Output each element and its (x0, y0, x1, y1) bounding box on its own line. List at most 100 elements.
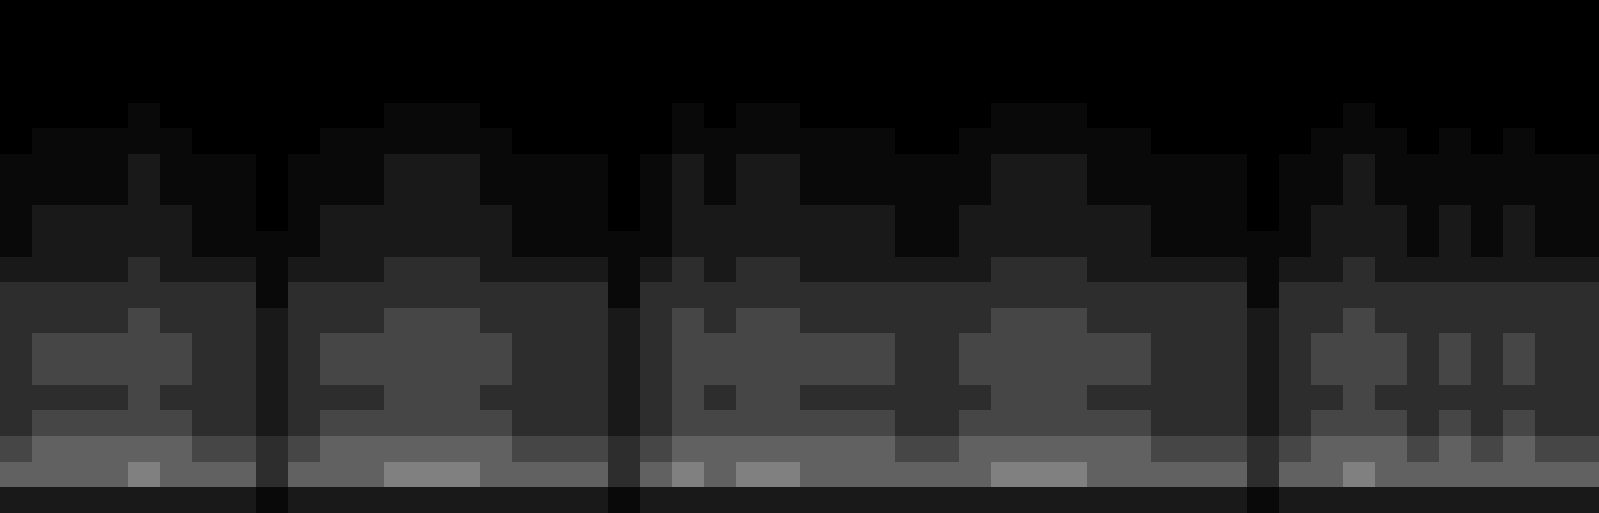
heatmap-cell (608, 462, 641, 488)
heatmap-cell (384, 51, 417, 77)
heatmap-cell (991, 385, 1024, 411)
heatmap-cell (192, 436, 225, 462)
heatmap-cell (512, 436, 545, 462)
heatmap-cell (895, 462, 928, 488)
heatmap-cell (1087, 231, 1120, 257)
heatmap-cell (736, 154, 769, 180)
heatmap-cell (0, 410, 33, 436)
heatmap-cell (1183, 103, 1216, 129)
heatmap-cell (32, 77, 65, 103)
heatmap-cell (224, 231, 257, 257)
heatmap-cell (991, 462, 1024, 488)
heatmap-cell (288, 51, 321, 77)
heatmap-cell (1247, 231, 1280, 257)
heatmap-cell (480, 231, 513, 257)
heatmap-cell (192, 180, 225, 206)
heatmap-cell (512, 231, 545, 257)
heatmap-cell (576, 410, 609, 436)
heatmap-cell (1183, 0, 1216, 26)
heatmap-cell (416, 51, 449, 77)
heatmap-cell (96, 333, 129, 359)
heatmap-cell (1375, 410, 1408, 436)
heatmap-cell (544, 385, 577, 411)
heatmap-cell (1407, 333, 1440, 359)
heatmap-cell (736, 51, 769, 77)
heatmap-cell (480, 180, 513, 206)
heatmap-cell (64, 0, 97, 26)
heatmap-cell (416, 180, 449, 206)
heatmap-cell (736, 410, 769, 436)
heatmap-cell (959, 180, 992, 206)
heatmap-cell (448, 205, 481, 231)
heatmap-cell (576, 257, 609, 283)
heatmap-cell (1055, 26, 1088, 52)
heatmap-cell (448, 0, 481, 26)
heatmap-cell (576, 26, 609, 52)
heatmap-cell (576, 103, 609, 129)
heatmap-cell (1439, 385, 1472, 411)
heatmap-cell (1247, 487, 1280, 513)
heatmap-cell (160, 436, 193, 462)
heatmap-cell (1023, 282, 1056, 308)
heatmap-cell (544, 103, 577, 129)
heatmap-cell (448, 51, 481, 77)
heatmap-cell (895, 308, 928, 334)
heatmap-cell (160, 282, 193, 308)
heatmap-cell (1279, 410, 1312, 436)
heatmap-cell (959, 282, 992, 308)
heatmap-cell (256, 436, 289, 462)
heatmap-cell (736, 180, 769, 206)
heatmap-cell (1343, 26, 1376, 52)
heatmap-cell (128, 436, 161, 462)
heatmap-cell (959, 308, 992, 334)
heatmap-cell (608, 103, 641, 129)
heatmap-cell (32, 410, 65, 436)
heatmap-cell (1535, 128, 1568, 154)
heatmap-cell (192, 282, 225, 308)
heatmap-cell (1023, 359, 1056, 385)
heatmap-cell (256, 51, 289, 77)
heatmap-cell (959, 436, 992, 462)
heatmap-cell (544, 231, 577, 257)
heatmap-cell (544, 410, 577, 436)
heatmap-cell (320, 487, 353, 513)
heatmap-cell (1439, 51, 1472, 77)
heatmap-cell (1279, 26, 1312, 52)
heatmap-cell (416, 333, 449, 359)
heatmap-cell (544, 205, 577, 231)
heatmap-cell (1535, 231, 1568, 257)
heatmap-cell (704, 205, 737, 231)
heatmap-cell (64, 51, 97, 77)
heatmap-cell (1247, 410, 1280, 436)
heatmap-cell (640, 436, 673, 462)
heatmap-cell (1279, 180, 1312, 206)
heatmap-cell (576, 333, 609, 359)
heatmap-cell (1215, 205, 1248, 231)
heatmap-cell (1151, 231, 1184, 257)
heatmap-cell (256, 205, 289, 231)
heatmap-cell (224, 333, 257, 359)
heatmap-cell (640, 128, 673, 154)
heatmap-cell (1311, 462, 1344, 488)
heatmap-cell (416, 436, 449, 462)
heatmap-cell (96, 51, 129, 77)
heatmap-cell (1087, 487, 1120, 513)
heatmap-cell (863, 308, 896, 334)
heatmap-cell (192, 308, 225, 334)
heatmap-cell (128, 359, 161, 385)
heatmap-cell (895, 385, 928, 411)
heatmap-cell (448, 257, 481, 283)
heatmap-cell (1151, 359, 1184, 385)
heatmap-cell (1311, 308, 1344, 334)
heatmap-cell (1183, 462, 1216, 488)
heatmap-cell (1535, 51, 1568, 77)
heatmap-cell (895, 26, 928, 52)
heatmap-cell (160, 257, 193, 283)
heatmap-cell (384, 282, 417, 308)
heatmap-cell (1567, 103, 1599, 129)
heatmap-cell (927, 333, 960, 359)
heatmap-cell (800, 257, 833, 283)
heatmap-cell (895, 205, 928, 231)
heatmap-cell (1023, 128, 1056, 154)
heatmap-cell (512, 257, 545, 283)
